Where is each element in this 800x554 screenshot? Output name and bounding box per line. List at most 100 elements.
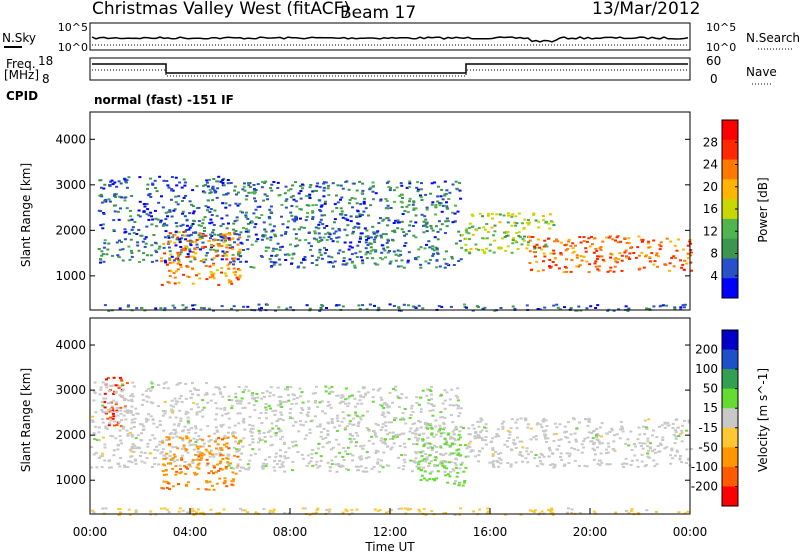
echo-cell xyxy=(231,432,235,435)
echo-cell xyxy=(585,465,589,468)
echo-cell xyxy=(351,423,355,426)
echo-cell xyxy=(481,237,485,240)
echo-cell xyxy=(121,259,125,262)
echo-cell xyxy=(457,438,461,441)
echo-cell xyxy=(228,233,232,236)
echo-cell xyxy=(163,457,167,460)
echo-cell xyxy=(122,425,126,428)
echo-cell xyxy=(291,184,295,187)
echo-cell xyxy=(175,459,179,462)
echo-cell xyxy=(432,249,436,252)
echo-cell xyxy=(339,184,343,187)
echo-cell xyxy=(634,256,638,259)
echo-cell xyxy=(118,429,122,432)
y-tick-label: 1000 xyxy=(55,473,86,487)
echo-cell xyxy=(413,306,417,309)
echo-cell xyxy=(417,508,421,511)
echo-cell xyxy=(344,263,348,266)
echo-cell xyxy=(112,204,116,207)
echo-cell xyxy=(170,255,174,258)
echo-cell xyxy=(582,255,586,258)
echo-cell xyxy=(142,203,146,205)
echo-cell xyxy=(200,246,204,249)
echo-cell xyxy=(585,240,589,243)
echo-cell xyxy=(439,411,443,414)
echo-cell xyxy=(385,511,389,514)
echo-cell xyxy=(171,446,175,449)
echo-cell xyxy=(320,257,324,260)
echo-cell xyxy=(283,455,287,458)
echo-cell xyxy=(676,426,680,429)
echo-cell xyxy=(437,305,441,308)
echo-cell xyxy=(254,233,258,236)
echo-cell xyxy=(510,418,514,421)
echo-cell xyxy=(402,303,406,306)
echo-cell xyxy=(116,414,120,417)
echo-cell xyxy=(181,249,185,252)
echo-cell xyxy=(536,246,539,249)
echo-cell xyxy=(492,460,496,463)
echo-cell xyxy=(206,425,210,428)
echo-cell xyxy=(355,202,359,205)
echo-cell xyxy=(188,212,192,215)
echo-cell xyxy=(330,422,334,424)
echo-cell xyxy=(628,252,632,255)
echo-cell xyxy=(368,303,372,306)
echo-cell xyxy=(614,239,617,242)
echo-cell xyxy=(431,201,435,204)
echo-cell xyxy=(393,419,396,422)
echo-cell xyxy=(215,482,219,485)
echo-cell xyxy=(226,436,230,439)
echo-cell xyxy=(394,385,398,388)
echo-cell xyxy=(336,201,340,204)
echo-cell xyxy=(323,226,326,229)
echo-cell xyxy=(248,186,252,188)
echo-cell xyxy=(638,442,642,444)
echo-cell xyxy=(457,415,461,418)
echo-cell xyxy=(152,234,156,236)
echo-cell xyxy=(458,189,462,192)
echo-cell xyxy=(140,432,143,435)
echo-cell xyxy=(160,257,163,260)
echo-cell xyxy=(131,381,135,384)
echo-cell xyxy=(103,406,107,409)
echo-cell xyxy=(455,475,459,478)
echo-cell xyxy=(616,235,620,237)
echo-cell xyxy=(534,219,538,222)
echo-cell xyxy=(425,456,429,459)
echo-cell xyxy=(430,470,434,473)
echo-cell xyxy=(235,466,239,469)
echo-cell xyxy=(318,465,322,468)
echo-cell xyxy=(314,463,318,466)
echo-cell xyxy=(100,254,104,257)
echo-cell xyxy=(625,509,628,512)
echo-cell xyxy=(179,263,183,266)
echo-cell xyxy=(601,240,605,243)
echo-cell xyxy=(648,256,652,259)
echo-cell xyxy=(527,235,531,238)
echo-cell xyxy=(163,464,167,467)
echo-cell xyxy=(386,445,390,448)
echo-cell xyxy=(582,446,586,449)
echo-cell xyxy=(454,457,458,460)
echo-cell xyxy=(663,422,667,425)
echo-cell xyxy=(620,425,624,428)
echo-cell xyxy=(429,460,433,463)
echo-cell xyxy=(195,438,199,441)
echo-cell xyxy=(197,234,201,237)
echo-cell xyxy=(174,403,178,406)
echo-cell xyxy=(210,221,214,224)
echo-cell xyxy=(213,233,217,236)
echo-cell xyxy=(420,188,424,191)
echo-cell xyxy=(291,424,295,427)
echo-cell xyxy=(342,417,346,420)
echo-cell xyxy=(201,241,205,244)
echo-cell xyxy=(135,412,139,415)
echo-cell xyxy=(548,266,552,269)
echo-cell xyxy=(191,308,195,311)
colorbar-segment xyxy=(722,179,738,200)
x-tick-label: 08:00 xyxy=(273,525,308,539)
echo-cell xyxy=(386,204,390,207)
echo-cell xyxy=(506,221,510,224)
echo-cell xyxy=(208,451,212,454)
